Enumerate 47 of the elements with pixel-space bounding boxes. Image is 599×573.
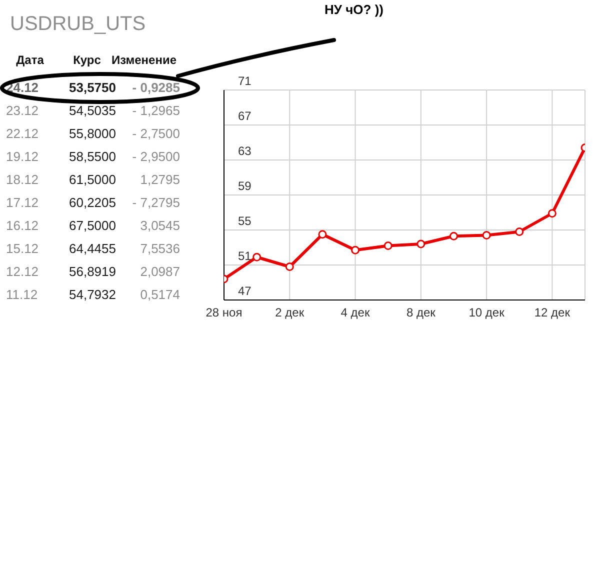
x-tick-label: 12 дек: [534, 306, 571, 320]
text: - 2,9500: [132, 149, 180, 164]
text: 22.12: [6, 126, 40, 142]
chart-title: НУ чО? )): [324, 2, 384, 18]
text: 16.12: [6, 218, 40, 234]
text: 15.12: [6, 241, 40, 257]
text: Дата: [15, 52, 45, 68]
text: 1,2795: [140, 172, 180, 187]
text: 3,0545: [140, 218, 180, 233]
text: 55,8000: [68, 126, 116, 142]
text: 54,7932: [68, 287, 116, 303]
x-tick-label: 8 дек: [406, 306, 436, 320]
text: 67,5000: [68, 218, 116, 234]
text: 53,5750: [68, 80, 116, 96]
text: 56,8919: [68, 264, 116, 280]
text: 17.12: [6, 195, 40, 211]
text: 0,5174: [140, 287, 180, 302]
text: 7,5536: [140, 241, 180, 256]
y-tick-label: 47: [238, 284, 252, 298]
text: 23.12: [6, 103, 40, 119]
text: - 7,2795: [132, 195, 180, 210]
text: Изменение: [110, 52, 178, 68]
y-tick-label: 51: [238, 249, 252, 264]
y-tick-label: 55: [238, 214, 252, 228]
text: 18.12: [6, 172, 40, 188]
text: USDRUB_UTS: [10, 12, 146, 36]
x-tick-label: 10 дек: [468, 306, 506, 320]
x-tick-label: 4 дек: [340, 306, 370, 320]
text: 58,5500: [68, 149, 116, 165]
text: 54,5035: [68, 103, 116, 119]
text: 11.12: [6, 287, 39, 303]
text: 64,4455: [68, 241, 116, 257]
y-tick-label: 71: [238, 74, 252, 88]
text: 60,2205: [68, 195, 116, 211]
text: 12.12: [6, 264, 40, 280]
y-tick-label: 63: [238, 144, 252, 158]
y-tick-label: 67: [238, 109, 252, 124]
text: 2,0987: [140, 264, 180, 279]
text: Курс: [73, 53, 101, 67]
text: 61,5000: [68, 172, 116, 188]
x-tick-label: 2 дек: [275, 306, 305, 320]
x-tick-label: 28 ноя: [206, 306, 242, 320]
text: - 1,2965: [132, 103, 180, 118]
text: 19.12: [6, 149, 40, 165]
text: - 0,9285: [132, 80, 180, 95]
y-tick-label: 59: [238, 179, 252, 194]
text: - 2,7500: [132, 126, 180, 141]
